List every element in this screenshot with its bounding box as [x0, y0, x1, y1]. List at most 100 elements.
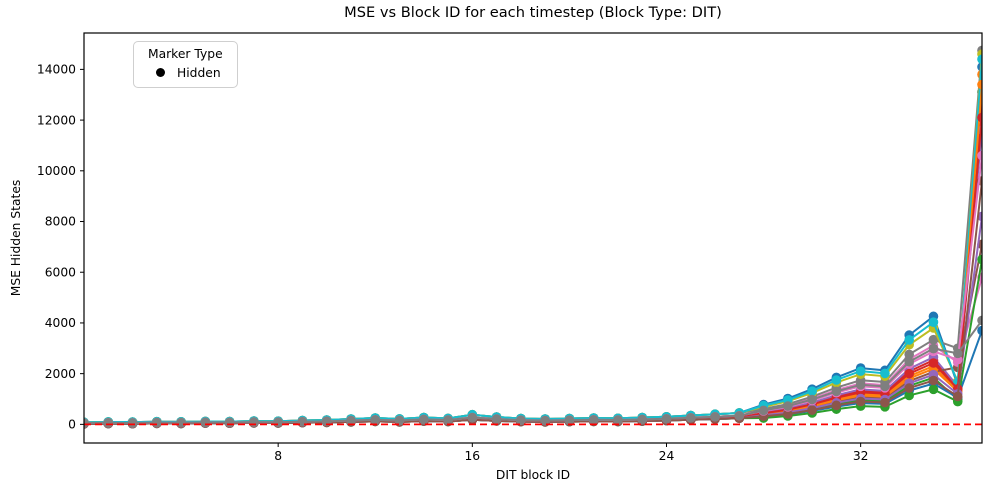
series-line: [84, 155, 982, 425]
legend-item-hidden: Hidden: [146, 65, 225, 82]
data-point-marker: [176, 417, 186, 428]
data-point-marker: [880, 381, 890, 392]
data-point-marker: [831, 375, 842, 385]
x-axis-label: DIT block ID: [495, 468, 571, 482]
data-point-marker: [394, 415, 405, 426]
data-point-marker: [807, 405, 817, 415]
axes-spines: [83, 32, 983, 444]
series-line: [84, 50, 982, 424]
data-point-marker: [904, 368, 914, 379]
data-point-marker: [904, 356, 914, 367]
x-tick-label: 32: [853, 449, 869, 463]
x-tick-label: 8: [274, 449, 282, 463]
series-timestep-12: [84, 79, 982, 429]
data-point-marker: [977, 325, 982, 336]
data-point-marker: [855, 396, 866, 407]
data-point-marker: [443, 415, 453, 425]
legend: Marker Type Hidden: [133, 41, 238, 89]
data-point-marker: [928, 375, 939, 386]
data-point-marker: [977, 315, 982, 326]
y-tick-label: 8000: [45, 215, 76, 229]
data-point-marker: [977, 54, 982, 65]
data-point-marker: [127, 418, 138, 428]
data-point-marker: [467, 412, 478, 423]
data-point-marker: [928, 317, 939, 327]
data-point-marker: [928, 343, 939, 354]
series-timestep-08: [84, 45, 982, 428]
y-tick-label: 14000: [37, 63, 76, 77]
data-point-marker: [491, 414, 502, 424]
legend-title: Marker Type: [147, 47, 223, 61]
data-point-marker: [952, 391, 963, 402]
data-point-marker: [758, 405, 769, 416]
data-point-marker: [904, 349, 914, 360]
chart-title: MSE vs Block ID for each timestep (Block…: [344, 4, 722, 21]
data-point-marker: [977, 254, 982, 265]
data-point-marker: [807, 386, 817, 396]
y-tick-label: 2000: [45, 367, 76, 381]
data-point-marker: [734, 410, 745, 421]
data-point-marker: [418, 414, 429, 425]
data-point-marker: [103, 418, 114, 428]
data-point-marker: [928, 384, 939, 395]
data-point-marker: [977, 112, 982, 123]
data-point-marker: [807, 394, 817, 405]
legend-item-label: Hidden: [177, 65, 221, 80]
data-point-marker: [977, 79, 982, 90]
data-point-marker: [613, 415, 623, 425]
y-tick-label: 12000: [37, 113, 76, 127]
x-tick-label: 24: [659, 449, 675, 463]
series-timestep-01: [84, 62, 982, 428]
data-point-marker: [249, 417, 259, 427]
data-point-marker: [661, 413, 672, 424]
data-point-marker: [952, 348, 963, 359]
series-line: [84, 66, 982, 424]
data-point-marker: [200, 417, 211, 428]
data-point-marker: [928, 358, 939, 368]
data-point-marker: [346, 415, 356, 426]
series-timestep-14: [84, 112, 982, 429]
y-tick-label: 10000: [37, 164, 76, 178]
data-point-marker: [588, 414, 599, 425]
series-timestep-09: [84, 49, 982, 428]
data-point-marker: [564, 415, 575, 425]
data-point-marker: [904, 390, 914, 401]
data-point-marker: [540, 415, 550, 426]
data-point-marker: [855, 380, 866, 390]
data-point-marker: [831, 400, 842, 411]
series-line: [84, 59, 982, 424]
data-point-marker: [928, 334, 939, 345]
series-line: [84, 54, 982, 424]
series-timestep-18: [84, 315, 982, 428]
data-point-marker: [370, 414, 381, 425]
x-tick-label: 16: [464, 449, 480, 463]
data-point-marker: [977, 150, 982, 161]
data-point-marker: [637, 414, 648, 425]
y-axis-label: MSE Hidden States: [9, 179, 23, 297]
data-point-marker: [880, 397, 890, 408]
data-point-marker: [84, 418, 89, 428]
data-point-marker: [904, 383, 914, 393]
data-point-marker: [273, 417, 283, 428]
data-point-marker: [224, 417, 235, 428]
legend-marker-dot: [156, 68, 165, 78]
series-timestep-04: [84, 100, 982, 428]
series-line: [84, 74, 982, 425]
series-line: [84, 330, 982, 425]
data-point-marker: [783, 401, 793, 411]
data-point-marker: [855, 366, 866, 376]
series-layer: [84, 45, 982, 429]
data-point-marker: [904, 335, 914, 345]
data-point-marker: [685, 412, 696, 423]
data-point-marker: [880, 368, 890, 379]
data-point-marker: [710, 411, 720, 422]
data-point-marker: [783, 409, 793, 419]
data-point-marker: [516, 415, 526, 425]
y-tick-label: 6000: [45, 265, 76, 279]
y-tick-label: 0: [68, 418, 76, 432]
data-point-marker: [831, 386, 842, 397]
data-point-marker: [152, 417, 162, 428]
series-line: [84, 117, 982, 425]
